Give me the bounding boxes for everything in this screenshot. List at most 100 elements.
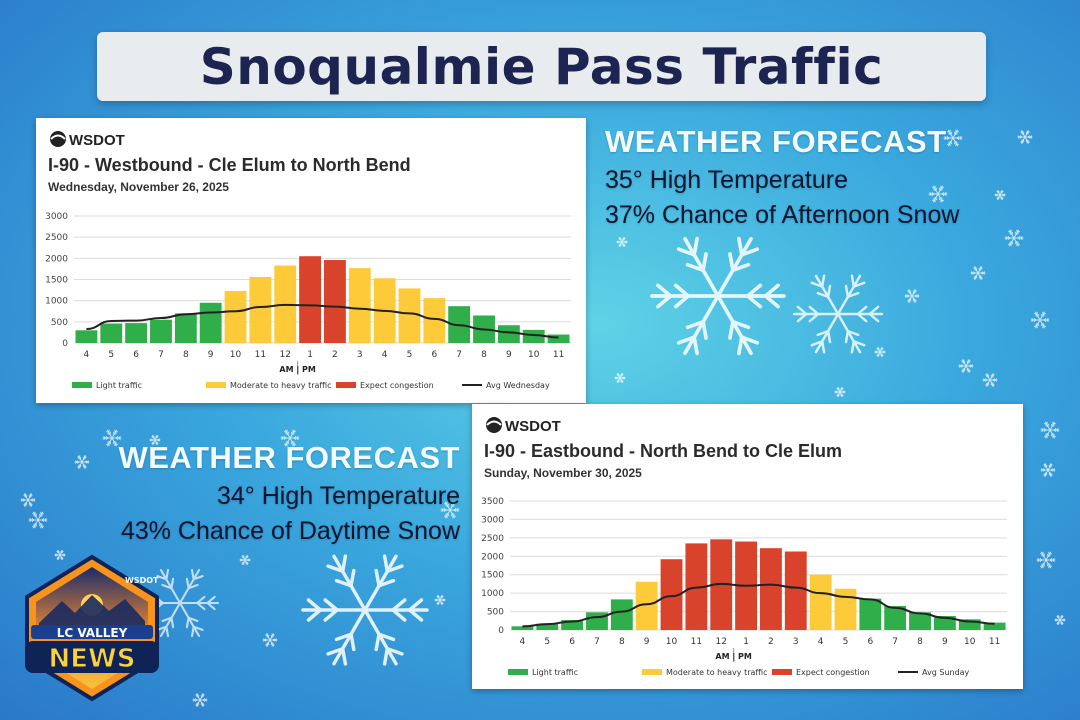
snowflake-branch [868, 312, 880, 323]
x-tick-label: 6 [867, 637, 873, 647]
snowflake-branch [1052, 435, 1056, 437]
forecast-heading: WEATHER FORECAST [605, 124, 947, 159]
x-tick-label: 4 [382, 350, 388, 360]
snowflake-branch [980, 276, 983, 279]
x-tick-label: 9 [942, 637, 948, 647]
snowflake-branch [914, 294, 917, 297]
snowflake-branch [204, 698, 207, 701]
snowflake-branch [931, 193, 935, 196]
snowflake-branch [618, 241, 621, 244]
snowflake-branch [1054, 619, 1057, 622]
snowflake-branch [810, 340, 824, 347]
snowflake-branch [1029, 135, 1032, 138]
x-tick-label: 1 [307, 350, 313, 360]
snowflake-arm [332, 608, 367, 666]
snowflake-branch [306, 608, 323, 622]
ampm-label: AM | PM [279, 365, 316, 374]
snowflake-branch [868, 305, 880, 316]
snowflake-branch [391, 598, 407, 612]
snowflake-icon [982, 373, 998, 387]
snowflake-branch [434, 599, 437, 602]
snowflake-branch [796, 312, 808, 323]
snowflake-branch [905, 295, 908, 298]
snowflake-branch [874, 351, 877, 354]
bar [199, 302, 222, 343]
snowflake-icon [943, 129, 963, 147]
bar [884, 606, 907, 630]
snowflake-branch [1056, 428, 1059, 431]
snowflake-branch [852, 340, 866, 347]
bar [536, 623, 559, 630]
snowflake-icon [192, 693, 208, 707]
snowflake-branch [1052, 558, 1055, 561]
snowflake-branch [32, 498, 35, 501]
bar [398, 288, 421, 343]
snowflake-branch [763, 294, 780, 309]
bar [834, 588, 857, 630]
snowflake-branch [692, 335, 699, 356]
snowflake-branch [621, 376, 624, 379]
x-tick-label: 7 [456, 350, 462, 360]
chart-subtitle: Sunday, November 30, 2025 [484, 466, 642, 480]
bar [497, 325, 520, 343]
snowflake-branch [1041, 429, 1044, 432]
snowflake-branch [30, 503, 33, 506]
x-tick-label: 6 [431, 350, 437, 360]
snowflake-icon [650, 236, 786, 356]
snowflake-branch [57, 552, 60, 554]
snowflake-branch [1016, 243, 1020, 245]
snowflake-branch [75, 461, 78, 464]
snowflake-branch [33, 515, 37, 517]
snowflake-branch [846, 329, 860, 337]
snowflake-branch [246, 558, 249, 561]
snowflake-branch [1034, 313, 1038, 315]
snowflake-branch [850, 274, 856, 288]
lc-valley-news-logo: LC VALLEY NEWS WSDOT [25, 554, 159, 702]
x-tick-label: 8 [917, 637, 923, 647]
x-tick-label: 2 [332, 350, 338, 360]
snowflake-branch [113, 441, 117, 443]
snowflake-icon [434, 595, 446, 605]
bar [586, 612, 608, 630]
snowflake-branch [239, 559, 242, 562]
bar [423, 298, 446, 343]
snowflake-branch [29, 502, 32, 504]
snowflake-branch [929, 193, 932, 196]
x-tick-label: 6 [133, 350, 139, 360]
snowflake-branch [883, 350, 886, 353]
snowflake-branch [1049, 472, 1052, 474]
snowflake-branch [114, 443, 118, 445]
snowflake-branch [728, 252, 735, 273]
snowflake-branch [323, 608, 339, 622]
snowflake-branch [623, 376, 626, 379]
snowflake-branch [382, 646, 390, 666]
y-tick-label: 3500 [481, 497, 504, 507]
snowflake-branch [1044, 466, 1047, 468]
snowflake-arm [683, 294, 720, 356]
snowflake-branch [453, 508, 457, 511]
snowflake-branch [1001, 193, 1004, 196]
bar [547, 334, 570, 343]
forecast-snow-chance: 43% Chance of Daytime Snow [120, 517, 460, 545]
snowflake-branch [737, 236, 744, 257]
snowflake-icon [301, 554, 429, 666]
snowflake-branch [796, 305, 808, 316]
snowflake-branch [1061, 618, 1064, 621]
x-tick-label: 11 [691, 637, 702, 647]
snowflake-icon [792, 274, 884, 354]
snowflake-branch [196, 595, 206, 605]
snowflake-branch [56, 554, 59, 557]
weather-forecast-westbound: WEATHER FORECAST 35° High Temperature 37… [605, 124, 959, 230]
snowflake-branch [986, 376, 989, 378]
snowflake-branch [622, 243, 625, 245]
snowflake-branch [974, 269, 977, 271]
snowflake-icon [54, 550, 66, 560]
legend-swatch [206, 382, 226, 388]
bar [760, 548, 782, 630]
snowflake-branch [985, 374, 988, 377]
snowflake-branch [84, 465, 87, 468]
snowflake-icon [280, 429, 300, 447]
snowflake-branch [656, 283, 673, 298]
snowflake-branch [385, 564, 404, 574]
snowflake-branch [955, 143, 959, 145]
